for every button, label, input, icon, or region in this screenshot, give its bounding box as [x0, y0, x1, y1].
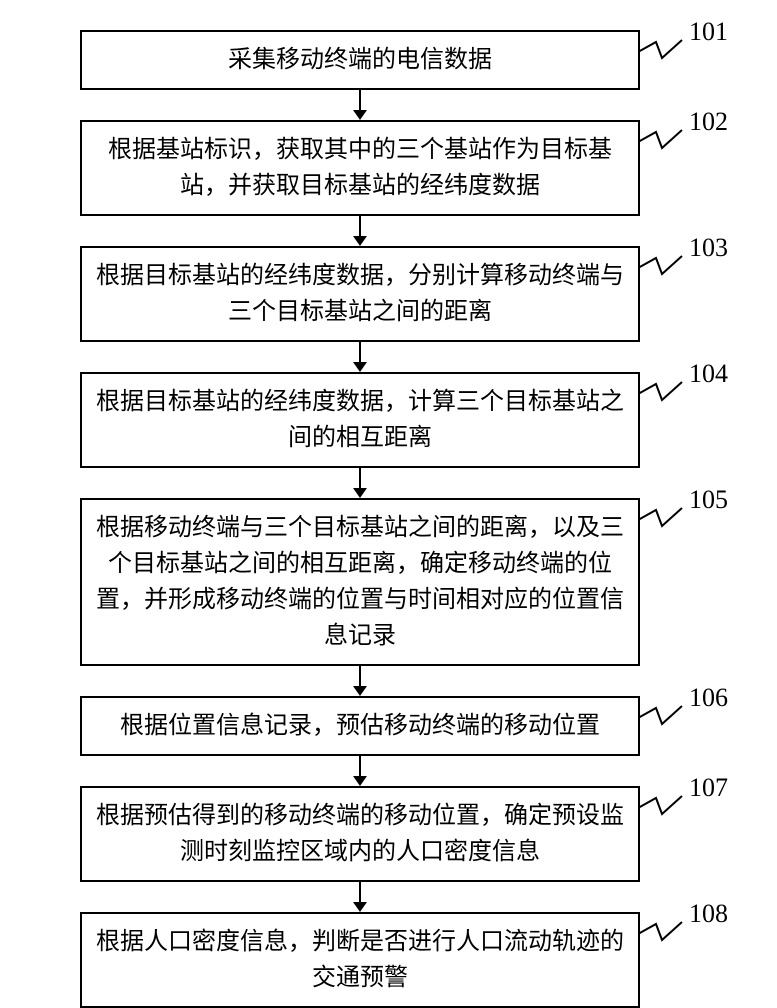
step-text: 根据人口密度信息，判断是否进行人口流动轨迹的交通预警	[96, 929, 624, 991]
lead-line-icon	[638, 380, 688, 408]
lead-line-icon	[638, 506, 688, 534]
step-text: 根据移动终端与三个目标基站之间的距离，以及三个目标基站之间的相互距离，确定移动终…	[96, 515, 624, 649]
arrow-down-icon	[80, 468, 640, 498]
arrow-down-icon	[80, 882, 640, 912]
step-label: 104	[689, 354, 728, 393]
step-label: 101	[689, 12, 728, 51]
flowchart-step-104: 根据目标基站的经纬度数据，计算三个目标基站之间的相互距离104	[80, 372, 640, 468]
lead-line-icon	[638, 38, 688, 66]
arrow-down-icon	[80, 90, 640, 120]
step-text: 根据目标基站的经纬度数据，分别计算移动终端与三个目标基站之间的距离	[96, 263, 624, 325]
lead-line-icon	[638, 794, 688, 822]
arrow-down-icon	[80, 342, 640, 372]
lead-line-icon	[638, 920, 688, 948]
step-text: 根据预估得到的移动终端的移动位置，确定预设监测时刻监控区域内的人口密度信息	[96, 803, 624, 865]
step-text: 采集移动终端的电信数据	[228, 47, 492, 73]
flowchart-step-105: 根据移动终端与三个目标基站之间的距离，以及三个目标基站之间的相互距离，确定移动终…	[80, 498, 640, 666]
step-label: 108	[689, 894, 728, 933]
lead-line-icon	[638, 704, 688, 732]
flowchart-step-106: 根据位置信息记录，预估移动终端的移动位置106	[80, 696, 640, 756]
flowchart-step-101: 采集移动终端的电信数据101	[80, 30, 640, 90]
flowchart-container: 采集移动终端的电信数据101 根据基站标识，获取其中的三个基站作为目标基站，并获取…	[50, 30, 670, 1008]
step-label: 106	[689, 678, 728, 717]
arrow-down-icon	[80, 666, 640, 696]
flowchart-step-103: 根据目标基站的经纬度数据，分别计算移动终端与三个目标基站之间的距离103	[80, 246, 640, 342]
flowchart-step-108: 根据人口密度信息，判断是否进行人口流动轨迹的交通预警108	[80, 912, 640, 1008]
step-label: 103	[689, 228, 728, 267]
flowchart-step-102: 根据基站标识，获取其中的三个基站作为目标基站，并获取目标基站的经纬度数据102	[80, 120, 640, 216]
step-text: 根据位置信息记录，预估移动终端的移动位置	[120, 713, 600, 739]
arrow-down-icon	[80, 756, 640, 786]
step-label: 107	[689, 768, 728, 807]
step-label: 102	[689, 102, 728, 141]
step-text: 根据目标基站的经纬度数据，计算三个目标基站之间的相互距离	[96, 389, 624, 451]
step-label: 105	[689, 480, 728, 519]
lead-line-icon	[638, 254, 688, 282]
arrow-down-icon	[80, 216, 640, 246]
step-text: 根据基站标识，获取其中的三个基站作为目标基站，并获取目标基站的经纬度数据	[108, 137, 612, 199]
flowchart-step-107: 根据预估得到的移动终端的移动位置，确定预设监测时刻监控区域内的人口密度信息107	[80, 786, 640, 882]
lead-line-icon	[638, 128, 688, 156]
